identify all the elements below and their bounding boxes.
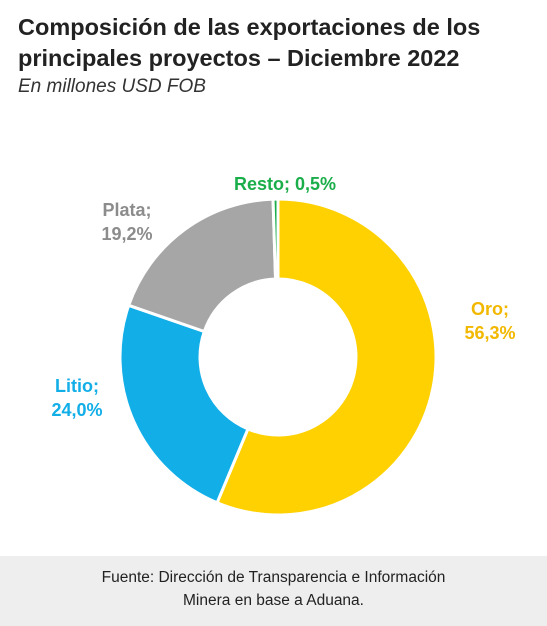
label-plata: Plata; 19,2% — [101, 200, 152, 244]
label-litio: Litio; 24,0% — [51, 376, 102, 420]
label-oro: Oro; 56,3% — [464, 299, 515, 343]
slice-litio — [118, 303, 250, 505]
chart-subtitle: En millones USD FOB — [18, 76, 206, 97]
slice-oro — [215, 197, 438, 517]
slice-resto — [271, 197, 280, 281]
label-resto: Resto; 0,5% — [234, 174, 336, 194]
chart-title: Composición de las exportaciones de los … — [18, 14, 481, 71]
source-footer: Fuente: Dirección de Transparencia e Inf… — [0, 556, 547, 626]
donut-chart: Oro; 56,3% Litio; 24,0% Plata; 19,2% Resto; 0,… — [51, 174, 516, 517]
source-line-1: Fuente: Dirección de Transparencia e Inf… — [101, 569, 446, 586]
slice-plata — [126, 197, 278, 334]
source-line-2: Minera en base a Aduana. — [183, 592, 364, 609]
